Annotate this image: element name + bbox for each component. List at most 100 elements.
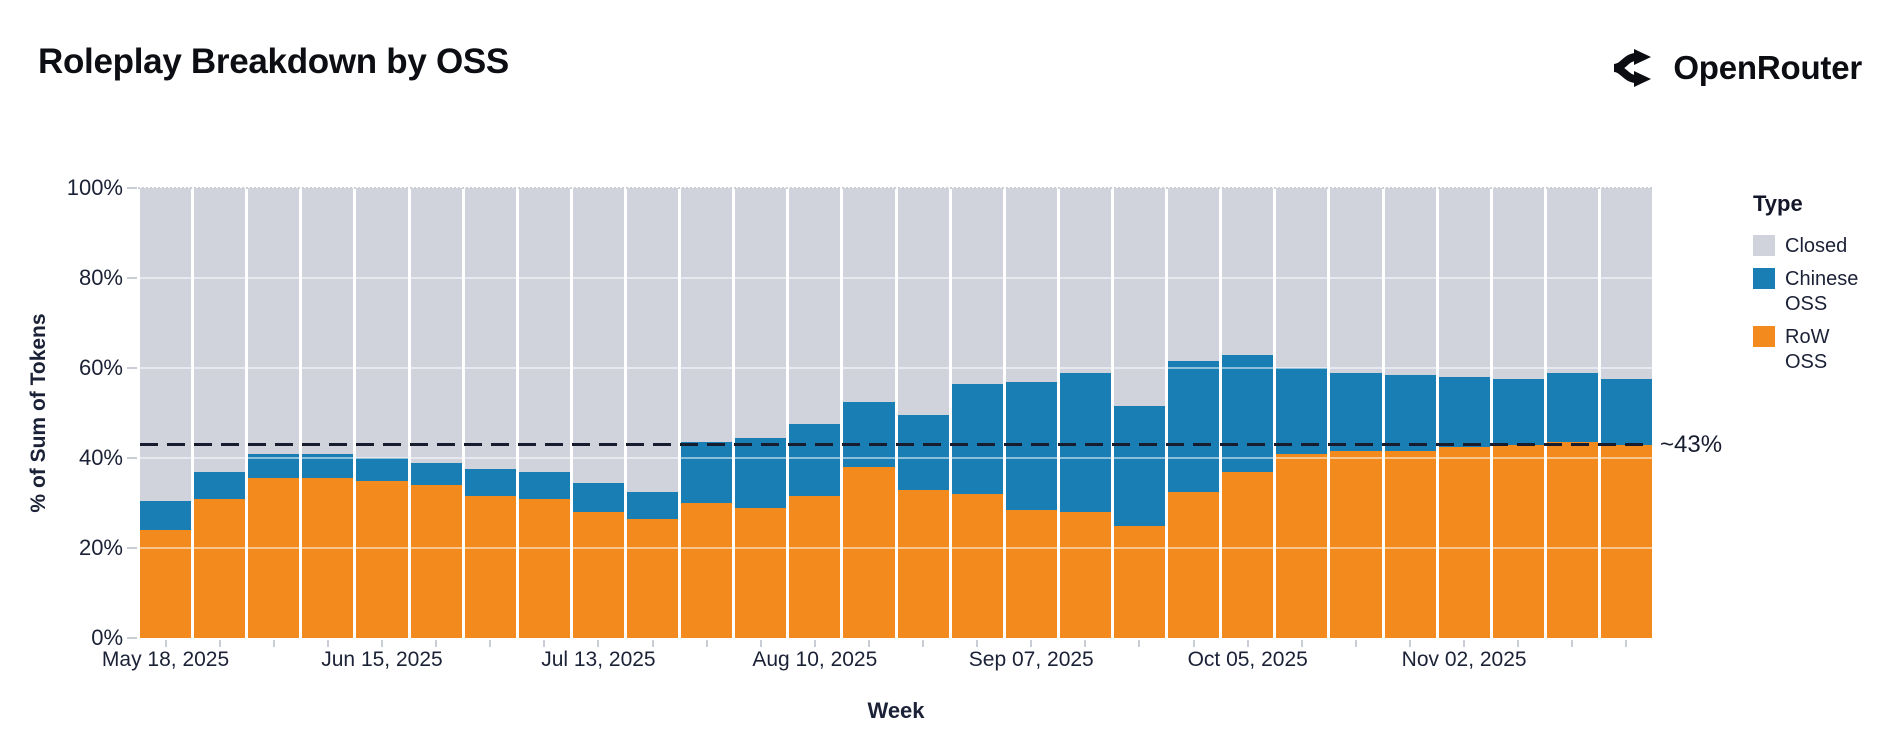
segment-closed bbox=[789, 188, 841, 425]
y-tick-mark bbox=[127, 457, 137, 459]
bar-week-may-25-2025[interactable] bbox=[194, 188, 246, 638]
segment-row-oss bbox=[897, 489, 949, 638]
segment-row-oss bbox=[1059, 512, 1111, 638]
legend-item-chinese-oss[interactable]: Chinese OSS bbox=[1753, 267, 1873, 317]
segment-row-oss bbox=[410, 485, 462, 638]
bar-week-sep-28-2025[interactable] bbox=[1168, 188, 1220, 638]
bar-week-sep-14-2025[interactable] bbox=[1059, 188, 1111, 638]
segment-chinese-oss bbox=[194, 471, 246, 499]
segment-chinese-oss bbox=[843, 401, 895, 467]
bar-week-sep-21-2025[interactable] bbox=[1113, 188, 1166, 638]
gridline-80 bbox=[140, 277, 1652, 279]
gridline-60 bbox=[140, 367, 1652, 369]
x-tick-mark bbox=[543, 640, 546, 647]
segment-chinese-oss bbox=[789, 424, 841, 497]
x-tick-mark bbox=[435, 640, 438, 647]
x-tick-mark bbox=[164, 640, 167, 647]
y-tick-label-20: 20% bbox=[78, 535, 123, 560]
bar-week-oct-05-2025[interactable] bbox=[1222, 188, 1274, 638]
reference-line bbox=[140, 443, 1652, 447]
segment-closed bbox=[1600, 188, 1653, 380]
bar-week-sep-07-2025[interactable] bbox=[1005, 188, 1057, 638]
x-tick-mark bbox=[1517, 640, 1520, 647]
y-tick-mark bbox=[127, 547, 137, 549]
x-tick-mark bbox=[759, 640, 762, 647]
y-tick-mark bbox=[127, 367, 137, 369]
y-tick-label-40: 40% bbox=[78, 445, 123, 470]
segment-closed bbox=[1222, 188, 1274, 355]
legend-item-row-oss[interactable]: RoW OSS bbox=[1753, 325, 1873, 375]
x-tick-mark bbox=[489, 640, 492, 647]
segment-closed bbox=[572, 188, 624, 483]
segment-row-oss bbox=[1113, 525, 1166, 638]
segment-chinese-oss bbox=[356, 458, 408, 481]
segment-closed bbox=[356, 188, 408, 458]
segment-chinese-oss bbox=[140, 500, 192, 530]
segment-closed bbox=[843, 188, 895, 402]
bar-week-oct-26-2025[interactable] bbox=[1384, 188, 1436, 638]
segment-closed bbox=[1438, 188, 1490, 377]
x-tick-mark bbox=[1030, 640, 1033, 647]
segment-row-oss bbox=[951, 494, 1003, 638]
segment-row-oss bbox=[1492, 444, 1544, 638]
legend: Type Closed Chinese OSS RoW OSS bbox=[1753, 191, 1873, 383]
legend-label: Chinese OSS bbox=[1785, 268, 1859, 315]
bar-week-nov-09-2025[interactable] bbox=[1492, 188, 1544, 638]
segment-closed bbox=[1059, 188, 1111, 373]
x-tick-mark bbox=[1084, 640, 1087, 647]
bar-week-oct-19-2025[interactable] bbox=[1330, 188, 1382, 638]
gridline-40 bbox=[140, 457, 1652, 459]
segment-closed bbox=[1113, 188, 1166, 407]
bar-week-nov-02-2025[interactable] bbox=[1438, 188, 1490, 638]
bar-week-aug-24-2025[interactable] bbox=[897, 188, 949, 638]
segment-closed bbox=[518, 188, 570, 472]
x-tick-label-jul-13-2025: Jul 13, 2025 bbox=[541, 648, 656, 671]
segment-row-oss bbox=[1330, 451, 1382, 638]
bar-week-jul-20-2025[interactable] bbox=[626, 188, 679, 638]
bar-week-jun-22-2025[interactable] bbox=[410, 188, 462, 638]
bar-week-jun-08-2025[interactable] bbox=[302, 188, 354, 638]
segment-row-oss bbox=[1276, 453, 1328, 638]
segment-row-oss bbox=[194, 498, 246, 638]
segment-closed bbox=[1546, 188, 1598, 373]
segment-closed bbox=[194, 188, 246, 472]
x-tick-mark bbox=[1354, 640, 1357, 647]
x-tick-mark bbox=[1409, 640, 1412, 647]
segment-row-oss bbox=[1005, 509, 1057, 638]
bar-week-may-18-2025[interactable] bbox=[140, 188, 192, 638]
bar-week-aug-31-2025[interactable] bbox=[951, 188, 1003, 638]
bar-week-jun-15-2025[interactable] bbox=[356, 188, 408, 638]
segment-closed bbox=[1492, 188, 1544, 380]
x-tick-mark bbox=[380, 640, 383, 647]
bar-week-jul-13-2025[interactable] bbox=[572, 188, 624, 638]
y-tick-mark bbox=[127, 277, 137, 279]
x-tick-mark bbox=[1192, 640, 1195, 647]
segment-closed bbox=[626, 188, 679, 492]
plot-area bbox=[127, 187, 1653, 638]
bar-week-oct-12-2025[interactable] bbox=[1276, 188, 1328, 638]
segment-chinese-oss bbox=[518, 471, 570, 499]
segment-chinese-oss bbox=[897, 415, 949, 490]
bar-week-nov-16-2025[interactable] bbox=[1546, 188, 1598, 638]
bar-week-jul-27-2025[interactable] bbox=[681, 188, 733, 638]
brand-lockup: OpenRouter bbox=[1613, 44, 1862, 92]
bar-week-nov-23-2025[interactable] bbox=[1600, 188, 1653, 638]
segment-chinese-oss bbox=[1546, 372, 1598, 443]
segment-row-oss bbox=[356, 480, 408, 638]
bar-week-aug-17-2025[interactable] bbox=[843, 188, 895, 638]
legend-item-closed[interactable]: Closed bbox=[1753, 234, 1873, 259]
bar-week-jun-29-2025[interactable] bbox=[464, 188, 516, 638]
segment-row-oss bbox=[572, 512, 624, 638]
x-tick-mark bbox=[1300, 640, 1303, 647]
bar-week-jun-01-2025[interactable] bbox=[248, 188, 300, 638]
y-tick-label-60: 60% bbox=[78, 355, 123, 380]
x-tick-label-oct-05-2025: Oct 05, 2025 bbox=[1187, 648, 1308, 671]
legend-label: Closed bbox=[1785, 235, 1848, 257]
segment-closed bbox=[735, 188, 787, 438]
bar-week-aug-03-2025[interactable] bbox=[735, 188, 787, 638]
bar-week-aug-10-2025[interactable] bbox=[789, 188, 841, 638]
segment-row-oss bbox=[302, 478, 354, 638]
bar-week-jul-06-2025[interactable] bbox=[518, 188, 570, 638]
segment-chinese-oss bbox=[735, 437, 787, 508]
segment-chinese-oss bbox=[626, 491, 679, 519]
